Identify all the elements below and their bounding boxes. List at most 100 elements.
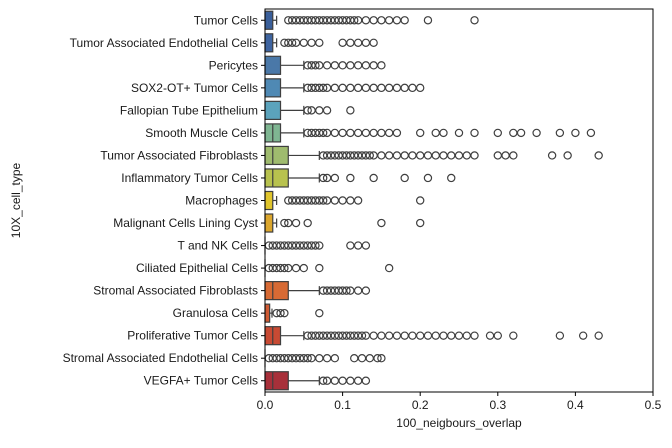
outlier-point bbox=[319, 128, 328, 138]
outlier-point bbox=[462, 331, 471, 340]
box bbox=[264, 303, 271, 323]
box-group bbox=[264, 55, 386, 75]
outlier-point bbox=[493, 331, 502, 340]
outlier-point bbox=[392, 16, 402, 25]
outlier-point bbox=[416, 218, 425, 228]
outlier-point bbox=[311, 61, 320, 70]
outlier-point bbox=[353, 38, 363, 47]
outlier-point bbox=[578, 331, 588, 340]
outlier-point bbox=[423, 16, 433, 25]
outlier-point bbox=[555, 331, 565, 340]
outlier-point bbox=[287, 38, 297, 47]
outlier-point bbox=[346, 128, 355, 138]
outlier-point bbox=[322, 106, 332, 115]
y-tick-label: Ciliated Epithelial Cells bbox=[136, 261, 258, 275]
x-axis-ticks: 0.0 0.1 0.2 0.3 0.4 0.5 bbox=[257, 392, 662, 412]
x-tick-label: 0.0 bbox=[257, 398, 274, 412]
box-group bbox=[264, 281, 371, 301]
outlier-point bbox=[377, 128, 386, 138]
outlier-point bbox=[303, 354, 312, 363]
outlier-point bbox=[369, 61, 378, 70]
box bbox=[264, 168, 289, 188]
outlier-point bbox=[377, 83, 386, 93]
outlier-point bbox=[350, 16, 359, 25]
outlier-point bbox=[365, 354, 374, 363]
outlier-point bbox=[423, 331, 433, 340]
x-tick-label: 0.1 bbox=[334, 398, 351, 412]
outlier-point bbox=[377, 331, 386, 340]
y-tick-label: Malignant Cells Lining Cyst bbox=[113, 216, 258, 230]
y-tick-label: VEGFA+ Tumor Cells bbox=[144, 374, 258, 388]
x-tick-label: 0.4 bbox=[567, 398, 584, 412]
box bbox=[264, 55, 282, 75]
outlier-point bbox=[322, 354, 332, 363]
outlier-point bbox=[330, 83, 340, 93]
outlier-point bbox=[439, 331, 448, 340]
outlier-point bbox=[315, 241, 324, 250]
outlier-point bbox=[353, 376, 363, 385]
box-group bbox=[264, 33, 378, 53]
plot-frame bbox=[264, 8, 654, 393]
box-group bbox=[264, 371, 371, 391]
y-tick-label: Smooth Muscle Cells bbox=[145, 126, 258, 140]
outlier-point bbox=[330, 173, 340, 183]
box bbox=[264, 33, 274, 53]
outlier-point bbox=[299, 38, 308, 47]
outlier-point bbox=[470, 331, 479, 340]
outlier-point bbox=[594, 151, 603, 160]
outlier-point bbox=[431, 331, 440, 340]
box-group bbox=[264, 168, 456, 188]
outlier-point bbox=[493, 128, 502, 138]
outlier-point bbox=[307, 38, 316, 47]
outlier-point bbox=[384, 83, 394, 93]
box-group bbox=[264, 259, 394, 278]
outlier-point bbox=[346, 173, 355, 183]
outlier-point bbox=[586, 128, 596, 138]
box-group bbox=[264, 123, 596, 143]
outlier-point bbox=[408, 151, 417, 160]
x-axis-label: 100_neigbours_overlap bbox=[396, 416, 522, 430]
outlier-point bbox=[384, 128, 394, 138]
outlier-point bbox=[369, 128, 378, 138]
outlier-point bbox=[346, 241, 355, 250]
outlier-point bbox=[315, 308, 324, 318]
outlier-point bbox=[369, 16, 378, 25]
outlier-point bbox=[377, 61, 386, 70]
outlier-point bbox=[330, 354, 340, 363]
outlier-point bbox=[516, 128, 526, 138]
y-tick-label: Inflammatory Tumor Cells bbox=[121, 171, 258, 185]
outlier-point bbox=[280, 308, 289, 318]
outlier-point bbox=[361, 286, 371, 295]
outlier-point bbox=[470, 16, 479, 25]
outlier-point bbox=[361, 241, 371, 250]
outlier-point bbox=[571, 128, 580, 138]
outlier-point bbox=[353, 286, 363, 295]
outlier-point bbox=[509, 331, 518, 340]
box bbox=[264, 10, 274, 30]
y-tick-label: Pericytes bbox=[209, 58, 258, 72]
outlier-point bbox=[431, 151, 440, 160]
box-group bbox=[264, 10, 479, 30]
outlier-point bbox=[400, 16, 409, 25]
outlier-point bbox=[361, 16, 371, 25]
box bbox=[264, 100, 282, 120]
outlier-point bbox=[408, 331, 417, 340]
outlier-point bbox=[547, 151, 557, 160]
outlier-point bbox=[338, 38, 347, 47]
outlier-point bbox=[319, 196, 328, 205]
box-group bbox=[264, 303, 324, 323]
outlier-point bbox=[416, 128, 425, 138]
outlier-point bbox=[400, 331, 409, 340]
outlier-point bbox=[408, 83, 417, 93]
outlier-point bbox=[400, 173, 409, 183]
y-tick-label: Granulosa Cells bbox=[173, 306, 258, 320]
outlier-point bbox=[555, 128, 565, 138]
y-tick-label: Stromal Associated Fibroblasts bbox=[93, 284, 258, 298]
outlier-point bbox=[346, 61, 355, 70]
outlier-point bbox=[369, 83, 378, 93]
outlier-point bbox=[342, 286, 351, 295]
outlier-point bbox=[330, 61, 340, 70]
y-tick-label: SOX2-OT+ Tumor Cells bbox=[131, 81, 258, 95]
outlier-point bbox=[330, 196, 340, 205]
outlier-point bbox=[319, 173, 328, 183]
